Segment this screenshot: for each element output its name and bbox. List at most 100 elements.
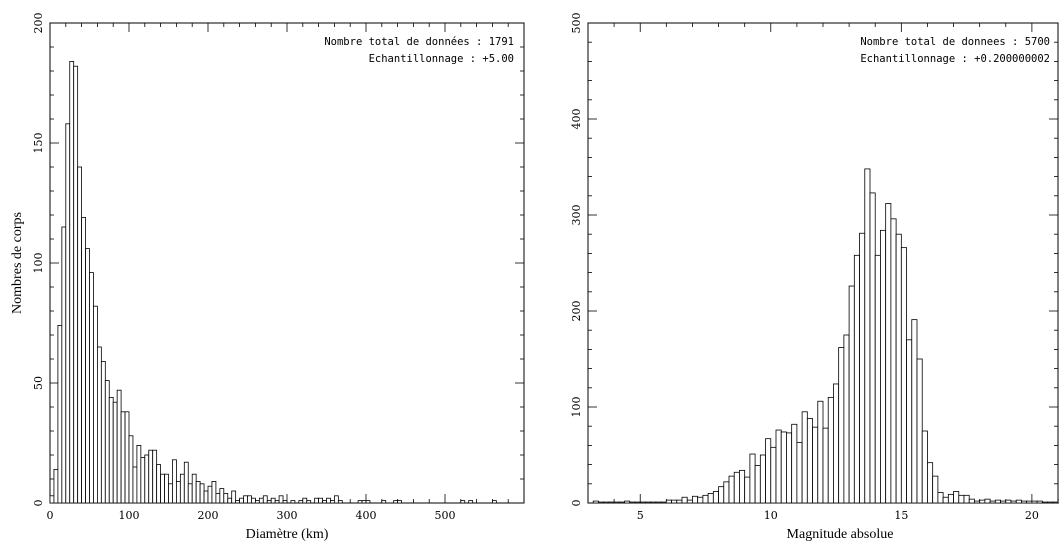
histogram-bar bbox=[723, 481, 730, 504]
histogram-bar bbox=[211, 480, 217, 504]
histogram-bar bbox=[61, 226, 67, 504]
histogram-bar bbox=[97, 346, 102, 504]
histogram-bar bbox=[491, 500, 497, 504]
histogram-bar bbox=[1000, 500, 1007, 504]
histogram-bar bbox=[796, 442, 803, 504]
histogram-bar bbox=[100, 360, 106, 504]
histogram-bar bbox=[168, 483, 173, 504]
tick-labels: 0 100 200 300 400 500 0 50 100 150 200 bbox=[32, 13, 456, 523]
y-tick-label: 100 bbox=[570, 397, 583, 418]
histogram-bar bbox=[989, 500, 996, 504]
histogram-bar bbox=[634, 501, 641, 504]
histogram-bar bbox=[274, 500, 280, 504]
histogram-bar bbox=[874, 254, 881, 504]
histogram-bar bbox=[817, 400, 824, 504]
x-tick-label: 5 bbox=[637, 509, 644, 522]
histogram-bar bbox=[598, 501, 605, 504]
histogram-bar bbox=[739, 469, 746, 504]
histogram-bar bbox=[104, 380, 110, 504]
x-tick-label: 400 bbox=[356, 509, 377, 522]
histogram-bar bbox=[227, 497, 233, 504]
histogram-bar bbox=[1021, 500, 1028, 504]
histogram-bar bbox=[144, 454, 150, 504]
histogram-bar bbox=[160, 473, 165, 504]
histogram-bar bbox=[183, 461, 189, 504]
histogram-bar bbox=[890, 218, 897, 504]
histogram-bar bbox=[223, 492, 229, 504]
histogram-bar bbox=[322, 500, 327, 504]
histogram-bar bbox=[140, 456, 146, 504]
histogram-bar bbox=[69, 61, 75, 504]
histogram-bar bbox=[116, 389, 122, 504]
annotation-sampling: Echantillonnage : +5.00 bbox=[369, 53, 514, 65]
histogram-bar bbox=[629, 501, 636, 504]
histogram-bar bbox=[172, 459, 177, 504]
histogram-bar bbox=[974, 500, 981, 504]
histogram-bar bbox=[822, 427, 829, 504]
histogram-bar bbox=[885, 203, 892, 504]
histogram-bar bbox=[911, 319, 918, 504]
histogram-bar bbox=[203, 490, 209, 504]
histogram-bar bbox=[728, 475, 735, 504]
histogram-bar bbox=[859, 232, 866, 504]
y-tick-label: 150 bbox=[32, 133, 45, 154]
histogram-bar bbox=[207, 485, 213, 504]
histogram-bar bbox=[801, 411, 808, 504]
histogram-bar bbox=[326, 497, 331, 504]
histogram-bar bbox=[733, 471, 740, 504]
histogram-bar bbox=[843, 334, 850, 504]
histogram-bar bbox=[645, 501, 652, 504]
histogram-bar bbox=[330, 500, 335, 504]
histogram-bar bbox=[608, 501, 615, 504]
histogram-bar bbox=[655, 501, 662, 504]
histogram-bar bbox=[199, 483, 205, 504]
x-tick-label: 0 bbox=[47, 509, 54, 522]
y-tick-label: 0 bbox=[570, 500, 583, 507]
x-tick-label: 10 bbox=[764, 509, 778, 522]
histogram-bar bbox=[947, 493, 954, 504]
bars bbox=[49, 61, 497, 504]
histogram-bar bbox=[707, 492, 714, 504]
histogram-bar bbox=[639, 501, 646, 504]
histogram-bar bbox=[128, 435, 134, 504]
histogram-bar bbox=[927, 462, 934, 504]
histogram-bar bbox=[302, 497, 308, 504]
histogram-bar bbox=[175, 480, 181, 504]
histogram-bar bbox=[932, 475, 939, 504]
histogram-bar bbox=[306, 500, 312, 504]
histogram-bar bbox=[361, 500, 367, 504]
x-tick-label: 15 bbox=[894, 509, 908, 522]
histogram-bar bbox=[864, 168, 871, 504]
histogram-diameter: 0 100 200 300 400 500 0 50 100 150 200 Diamètre (k… bbox=[10, 13, 525, 542]
histogram-bar bbox=[827, 396, 834, 504]
histogram-bar bbox=[81, 216, 86, 504]
histogram-bar bbox=[1026, 500, 1033, 504]
annotation-sampling: Echantillonnage : +0.200000002 bbox=[860, 53, 1050, 65]
histogram-bar bbox=[791, 423, 798, 504]
histogram-bar bbox=[906, 339, 913, 504]
histogram-bar bbox=[958, 494, 965, 504]
histogram-bar bbox=[759, 454, 766, 504]
histogram-bar bbox=[393, 500, 398, 504]
histogram-bar bbox=[1010, 500, 1017, 504]
histogram-bar bbox=[298, 500, 304, 504]
bars bbox=[592, 168, 1059, 504]
histogram-bar bbox=[786, 432, 793, 504]
histogram-bar bbox=[744, 476, 751, 504]
y-tick-label: 500 bbox=[570, 13, 583, 34]
x-tick-label: 100 bbox=[119, 509, 140, 522]
histogram-bar bbox=[916, 358, 923, 504]
histogram-bar bbox=[239, 497, 244, 504]
histogram-bar bbox=[775, 429, 782, 504]
histogram-bar bbox=[994, 499, 1001, 504]
histogram-bar bbox=[618, 501, 625, 504]
histogram-bar bbox=[780, 431, 787, 504]
histogram-bar bbox=[290, 500, 296, 504]
histogram-bar bbox=[124, 411, 130, 504]
histogram-bar bbox=[156, 464, 161, 504]
histogram-bar bbox=[942, 496, 949, 504]
histogram-bar bbox=[613, 501, 620, 504]
histogram-bar bbox=[665, 499, 672, 504]
histogram-bar bbox=[921, 430, 928, 504]
